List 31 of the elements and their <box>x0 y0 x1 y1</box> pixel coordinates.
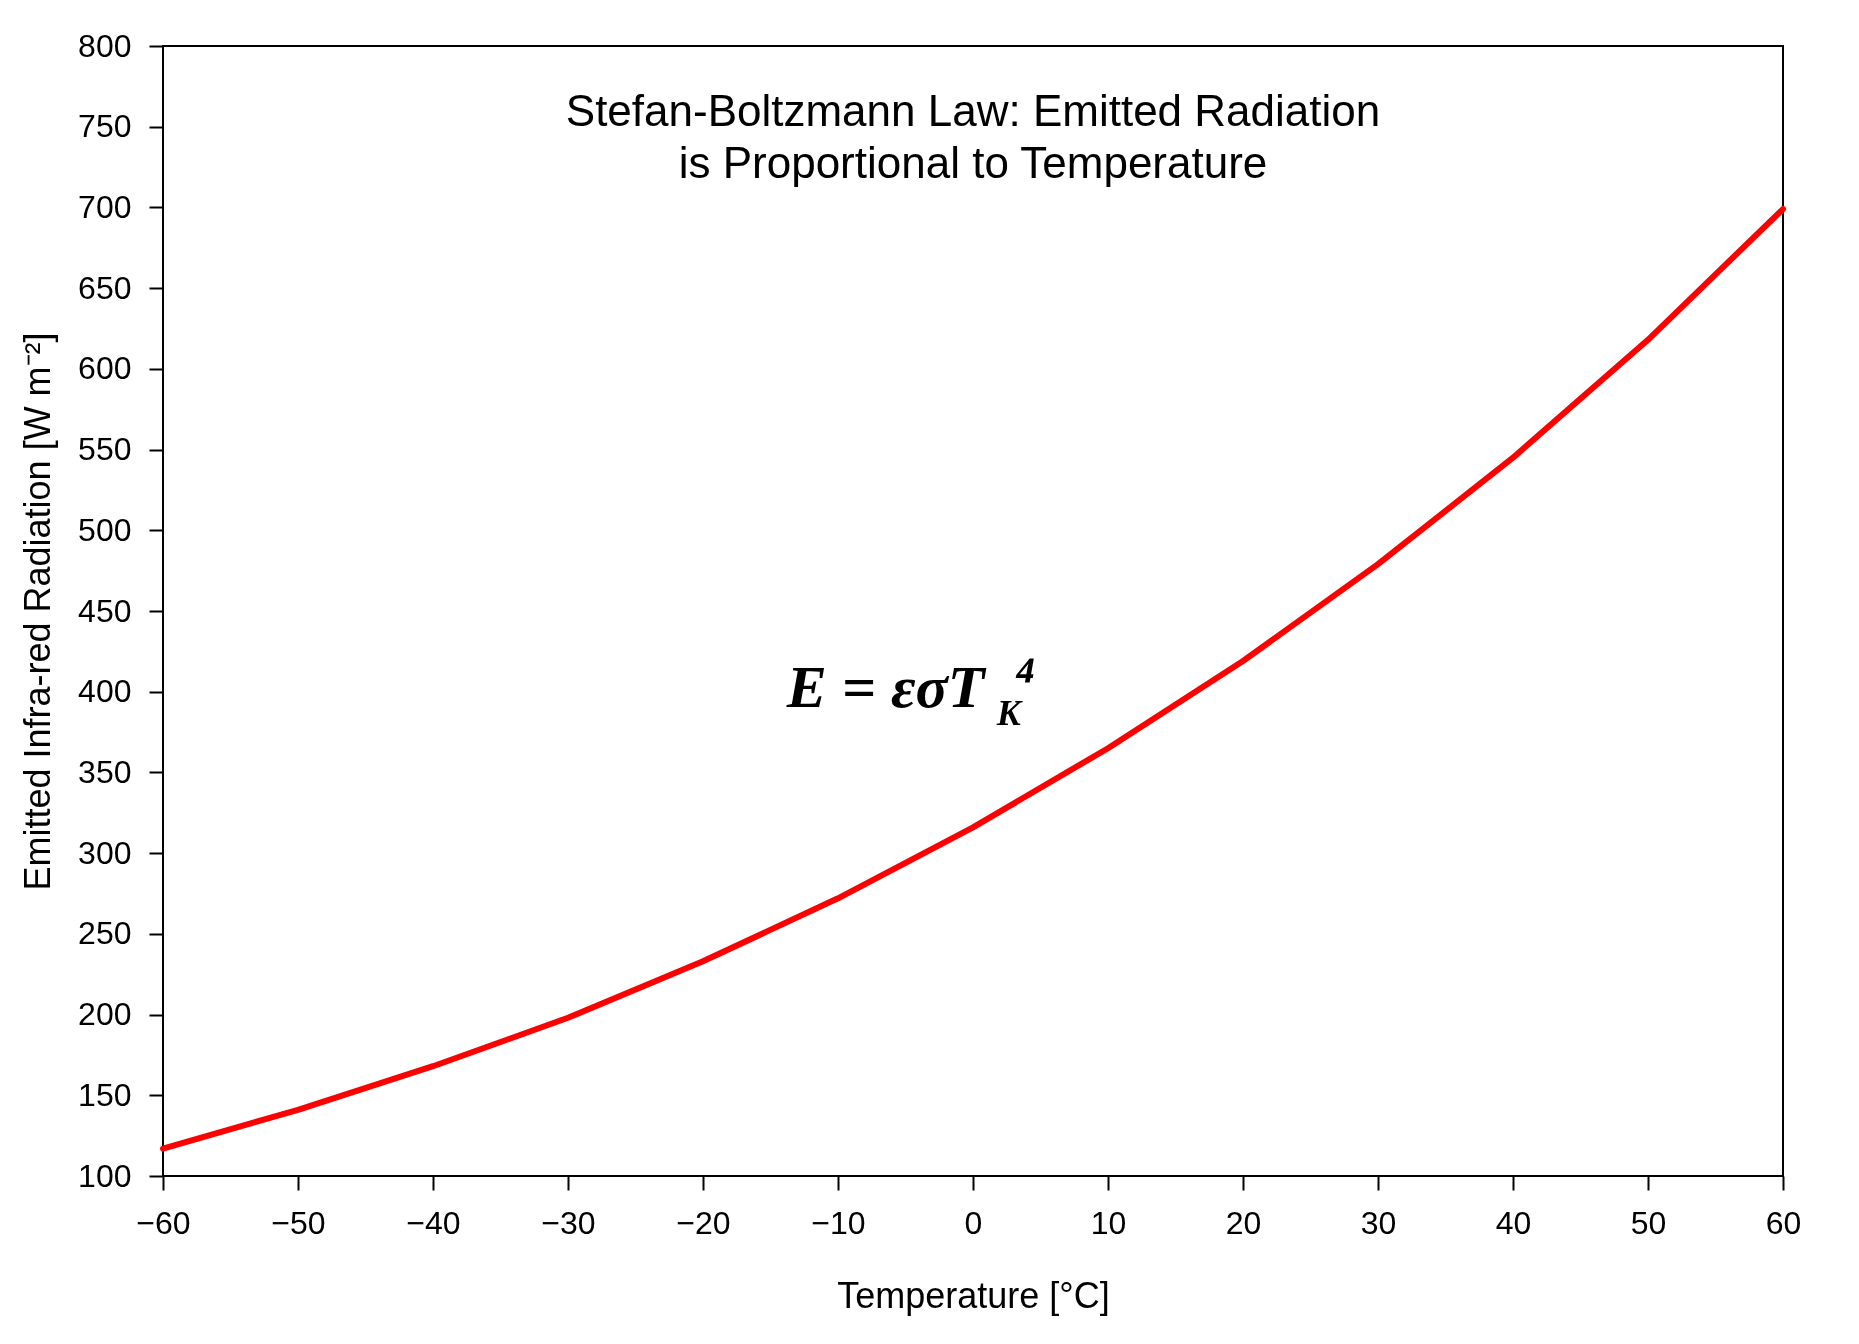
y-tick-label: 350 <box>78 753 132 790</box>
y-tick-label: 500 <box>78 511 132 548</box>
y-tick-label: 450 <box>78 592 132 629</box>
x-tick-label: −40 <box>406 1204 461 1241</box>
x-tick-label: 50 <box>1630 1204 1667 1241</box>
x-tick-label: −50 <box>271 1204 326 1241</box>
x-tick-label: 20 <box>1225 1204 1262 1241</box>
y-tick-label: 800 <box>78 27 132 64</box>
x-tick-label: 30 <box>1360 1204 1397 1241</box>
y-tick-label: 300 <box>78 834 132 871</box>
x-tick-label: 60 <box>1765 1204 1802 1241</box>
x-tick-label: 40 <box>1495 1204 1532 1241</box>
y-axis-title: Emitted Infra-red Radiation [W m⁻²] <box>17 332 59 891</box>
x-tick-label: 0 <box>964 1204 983 1241</box>
x-axis-title: Temperature [°C] <box>837 1274 1110 1316</box>
x-tick-label: −10 <box>811 1204 866 1241</box>
text: Stefan-Boltzmann Law: Emitted Radiation is Proportional to Temperature <box>565 86 1381 187</box>
y-tick-label: 400 <box>78 673 132 710</box>
x-tick-label: −30 <box>541 1204 596 1241</box>
x-tick-label: −60 <box>136 1204 191 1241</box>
x-tick-label: 10 <box>1090 1204 1127 1241</box>
y-tick-label: 550 <box>78 431 132 468</box>
y-tick-label: 250 <box>78 915 132 952</box>
y-tick-label: 150 <box>78 1076 132 1113</box>
x-tick-label: −20 <box>676 1204 731 1241</box>
y-tick-label: 100 <box>78 1157 132 1194</box>
y-tick-label: 650 <box>78 269 132 306</box>
y-tick-label: 200 <box>78 996 132 1033</box>
y-tick-label: 750 <box>78 108 132 145</box>
y-tick-label: 700 <box>78 188 132 225</box>
y-tick-label: 600 <box>78 350 132 387</box>
